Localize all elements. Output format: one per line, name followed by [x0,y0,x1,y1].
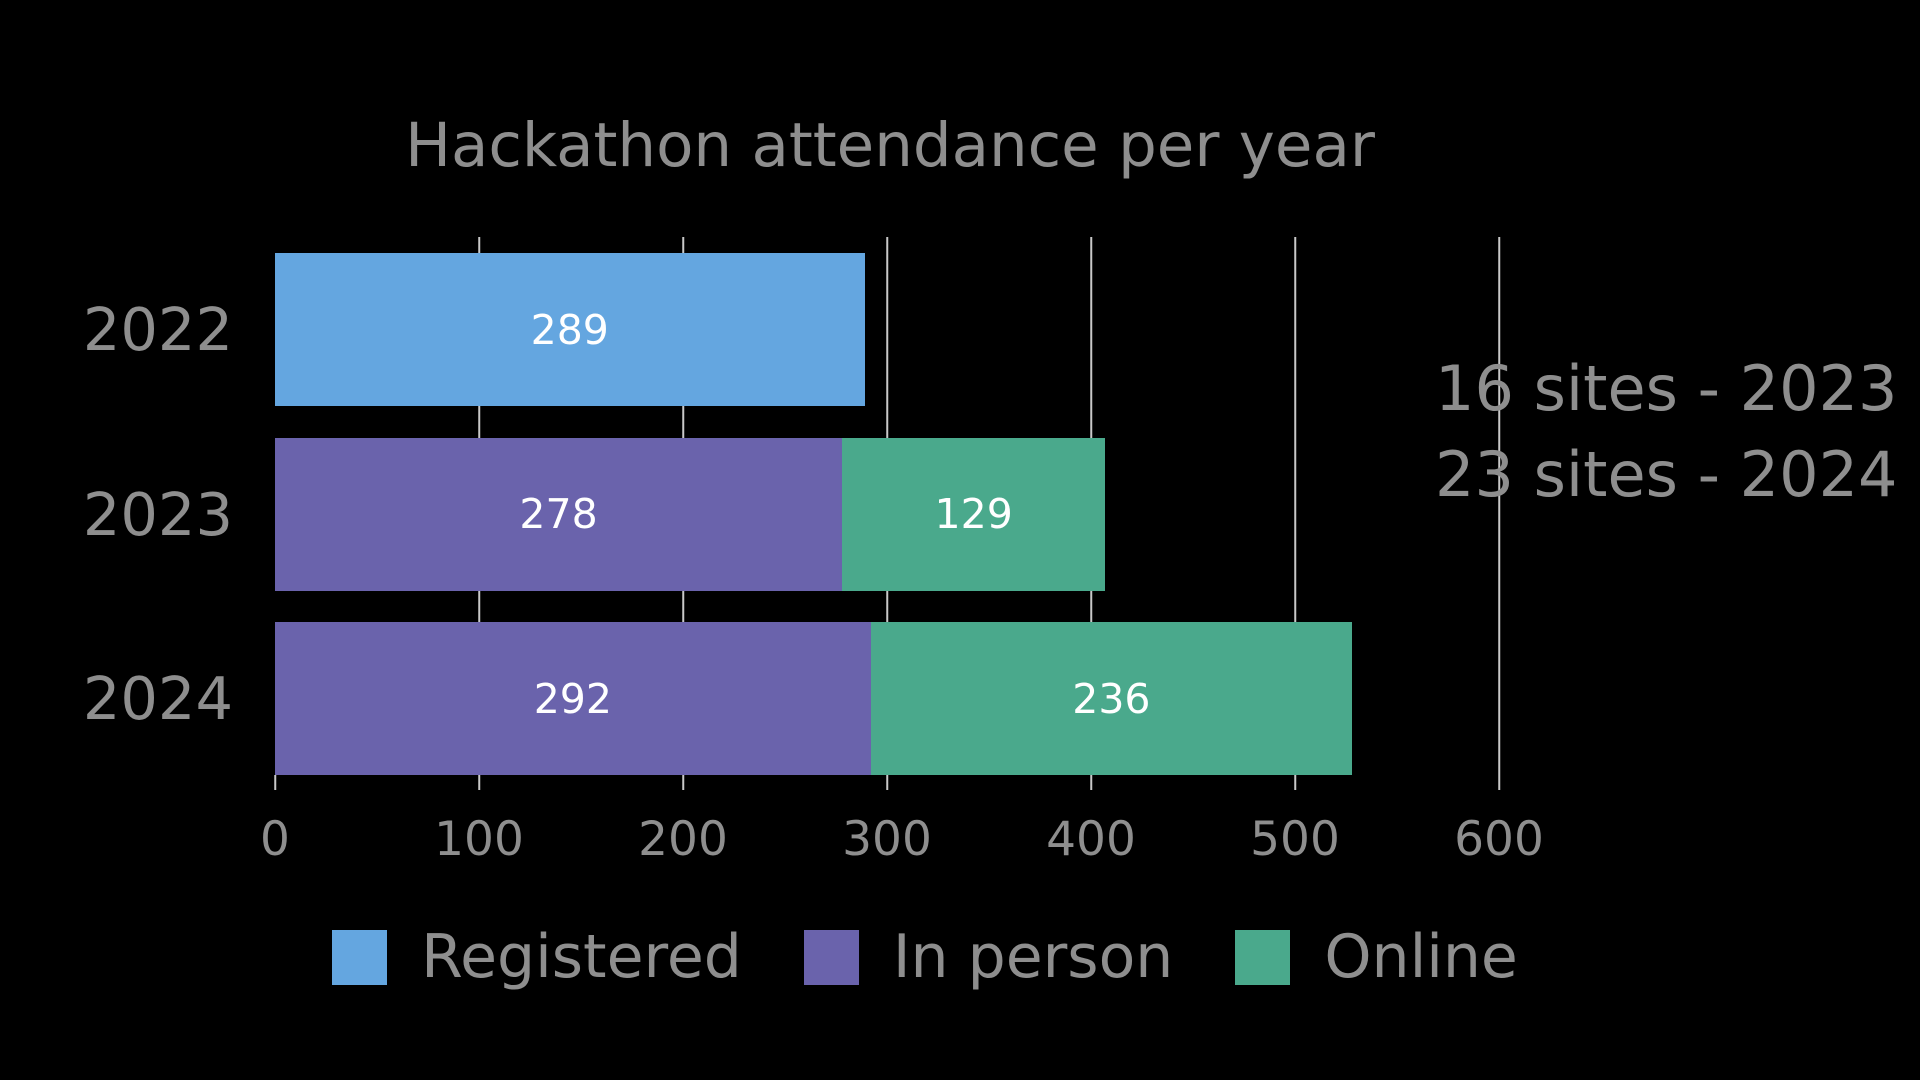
bar-segment-in-person-2023: 278 [275,437,843,591]
x-tick-label-600: 600 [1454,812,1544,867]
bar-value-label: 236 [1072,674,1151,723]
x-tick-label-400: 400 [1046,812,1136,867]
x-tick-label-200: 200 [638,812,728,867]
annotation-line-2024: 23 sites - 2024 [1435,438,1898,511]
x-tick-label-500: 500 [1250,812,1340,867]
x-tick-label-0: 0 [260,812,290,867]
x-tick-label-300: 300 [842,812,932,867]
gridline-600 [1498,237,1500,775]
plot-area: 289 278 129 292 236 [275,237,1500,775]
bar-value-label: 289 [530,305,609,354]
bar-segment-online-2023: 129 [842,437,1106,591]
legend: Registered In person Online [0,922,1850,992]
chart-title: Hackathon attendance per year [405,110,1375,181]
legend-label: In person [892,922,1174,992]
bar-segment-registered-2022: 289 [275,253,865,406]
bar-value-label: 278 [519,490,598,538]
legend-item-online: Online [1235,922,1518,992]
bar-value-label: 292 [533,674,612,723]
x-tick-label-100: 100 [434,812,524,867]
bar-row-2023: 278 129 [275,437,1499,591]
x-tick-mark-300 [886,775,888,790]
legend-swatch-registered [332,929,388,985]
legend-item-registered: Registered [332,922,742,992]
annotation-line-2023: 16 sites - 2023 [1435,352,1898,425]
bar-segment-online-2024: 236 [870,622,1353,775]
y-axis-label-2023: 2023 [82,479,233,549]
bar-segment-in-person-2024: 292 [275,622,871,775]
legend-item-in-person: In person [803,922,1174,992]
x-tick-mark-200 [682,775,684,790]
x-tick-mark-400 [1090,775,1092,790]
x-tick-mark-500 [1294,775,1296,790]
x-tick-mark-0 [274,775,276,790]
legend-swatch-in_person [803,929,859,985]
x-axis-tick-marks [274,775,1500,791]
x-tick-mark-100 [478,775,480,790]
gridline-500 [1294,237,1296,775]
y-axis-label-2024: 2024 [82,664,233,733]
y-axis-labels: 2022 2023 2024 [0,237,233,775]
legend-label: Online [1324,922,1518,992]
y-axis-label-2022: 2022 [82,295,233,364]
bar-value-label: 129 [934,490,1013,538]
x-tick-mark-600 [1498,775,1500,790]
x-axis-tick-labels: 0 100 200 300 400 500 600 [260,812,1544,872]
legend-label: Registered [421,922,742,992]
bar-row-2022: 289 [275,253,1499,406]
bar-row-2024: 292 236 [275,622,1499,775]
legend-swatch-online [1235,929,1291,985]
sites-annotation: 16 sites - 2023 23 sites - 2024 [1435,346,1897,518]
